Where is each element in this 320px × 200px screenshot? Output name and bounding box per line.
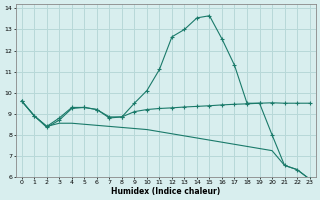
X-axis label: Humidex (Indice chaleur): Humidex (Indice chaleur) <box>111 187 220 196</box>
